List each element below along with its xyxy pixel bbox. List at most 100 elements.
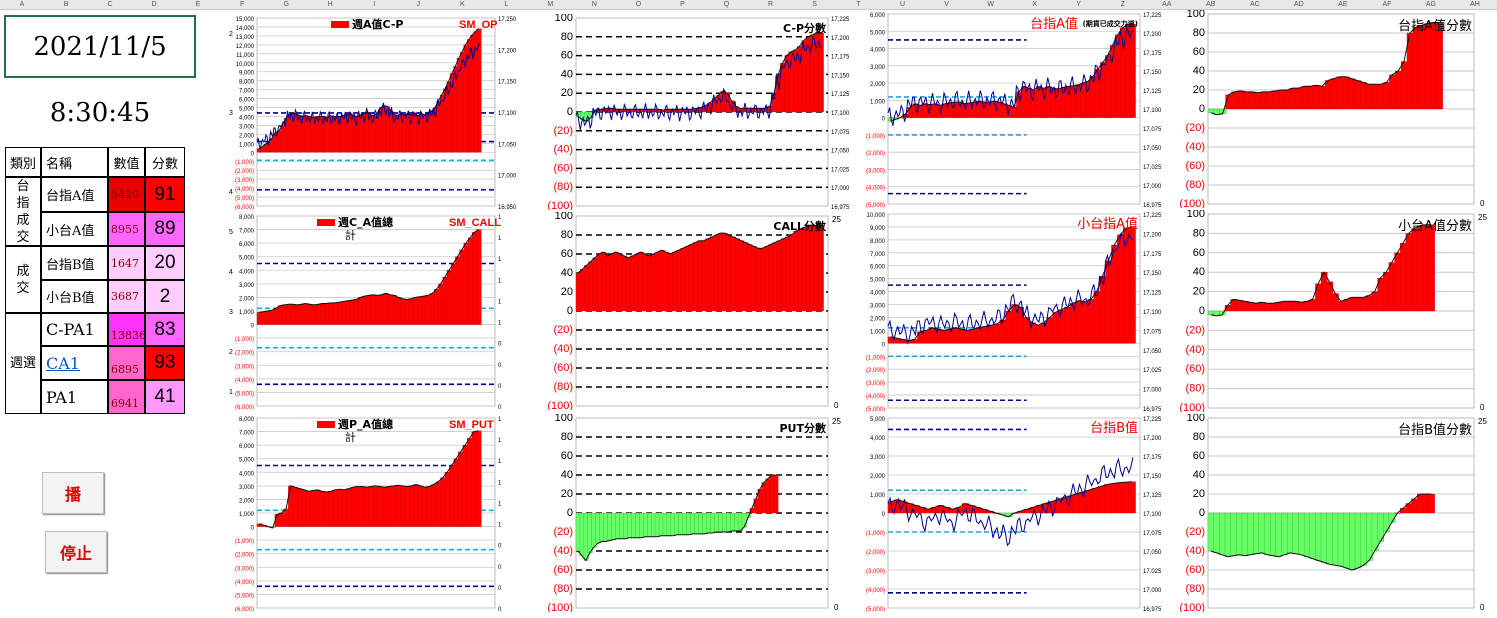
column-header-w[interactable]: W — [987, 1, 994, 8]
area-bar — [301, 489, 307, 527]
y-tick-label: 8,000 — [239, 215, 255, 221]
column-header-j[interactable]: J — [416, 1, 421, 8]
column-header-o[interactable]: O — [635, 1, 642, 8]
row-name-label[interactable]: CA1 — [46, 353, 80, 373]
chart-tx-a-score[interactable]: 100 80 60 40 20 0 (20) (40) (60) (80) (100) 0 台指A值分數 — [1176, 10, 1492, 208]
column-header-x[interactable]: X — [1032, 1, 1038, 8]
area-bar — [1292, 512, 1300, 554]
column-header-z[interactable]: Z — [1120, 1, 1125, 8]
column-header-g[interactable]: G — [283, 1, 289, 8]
y-tick-label: 2,000 — [239, 498, 255, 504]
y2-tick-label: 1 — [498, 278, 502, 284]
y-tick-label: 100 — [1187, 414, 1205, 424]
y2-tick-label: 1 — [498, 501, 502, 507]
column-header-i[interactable]: I — [373, 1, 376, 8]
column-header-s[interactable]: S — [812, 1, 817, 8]
area-bar — [966, 102, 973, 118]
y2-tick-label: 17,150 — [1143, 70, 1162, 76]
area-bar — [1248, 91, 1256, 110]
row-name-4: C-PA1 — [41, 313, 108, 346]
area-bar — [435, 481, 442, 527]
chart-put-weekly-a[interactable]: 8,000 7,000 6,000 5,000 4,000 3,000 2,000 1,000… — [227, 414, 545, 612]
column-header-f[interactable]: F — [240, 1, 245, 8]
column-header-v[interactable]: V — [944, 1, 949, 8]
column-header-a[interactable]: A — [19, 1, 25, 8]
column-header-ad[interactable]: AD — [1293, 1, 1304, 8]
column-header-r[interactable]: R — [767, 1, 774, 8]
y-tick-label: 9,000 — [239, 71, 255, 77]
column-header-b[interactable]: B — [63, 1, 69, 8]
y-tick-label: 60 — [561, 50, 573, 62]
column-header-aa[interactable]: AA — [1162, 1, 1172, 8]
column-header-d[interactable]: D — [151, 1, 157, 8]
column-header-c[interactable]: C — [107, 1, 113, 8]
y-tick-label: (3,000) — [866, 168, 885, 174]
chart-cp-score[interactable]: 100 80 60 40 20 0 (20) (40) (60) (80) (100) 17,225 1… — [544, 14, 860, 210]
y-tick-label: (2,000) — [866, 151, 885, 157]
y-tick-label: 13,000 — [236, 35, 255, 41]
area-bar — [1366, 512, 1373, 561]
column-header-ae[interactable]: AE — [1338, 1, 1348, 8]
chart-call-score[interactable]: 100 80 60 40 20 0 (20) (40) (60) (80) (100) 25 0 CALL… — [544, 212, 860, 410]
y-tick-label: 40 — [1193, 266, 1205, 278]
area-bar — [1343, 299, 1351, 312]
area-bar — [1360, 297, 1368, 312]
area-bar — [1111, 244, 1119, 344]
area-outline — [259, 430, 479, 529]
y2-tick-label: 0 — [498, 342, 502, 348]
column-header-ac[interactable]: AC — [1249, 1, 1260, 8]
area-bar — [1253, 512, 1260, 554]
area-outline — [1210, 224, 1432, 317]
column-header-ab[interactable]: AB — [1206, 1, 1216, 8]
chart-title: 週P_A值總 — [338, 417, 393, 431]
chart-tx-a-value[interactable]: 6,000 5,000 4,000 3,000 2,000 1,000 0 (1,000) (2… — [860, 10, 1176, 208]
y2-tick-label: 1 — [498, 299, 502, 305]
column-header-ah[interactable]: AH — [1470, 1, 1480, 8]
y-tick-label: 4,000 — [870, 291, 886, 297]
stop-button[interactable]: 停止 — [45, 531, 107, 573]
column-header-l[interactable]: L — [504, 1, 509, 8]
column-header-u[interactable]: U — [900, 1, 906, 8]
chart-cp-weekly-a[interactable]: 15,000 14,000 13,000 12,000 11,000 10,000 9,00… — [227, 14, 545, 210]
column-header-e[interactable]: E — [195, 1, 201, 8]
chart-tx-b-value[interactable]: 5,000 4,000 3,000 2,000 1,000 0 (1,000) (2,000)… — [860, 414, 1176, 612]
column-header-q[interactable]: Q — [723, 1, 730, 8]
chart-mtx-a-score[interactable]: 100 80 60 40 20 0 (20) (40) (60) (80) (100) 25 0 小台A值… — [1176, 210, 1492, 412]
area-bar — [310, 490, 316, 527]
column-header-t[interactable]: T — [856, 1, 861, 8]
column-header-y[interactable]: Y — [1076, 1, 1082, 8]
column-header-k[interactable]: K — [459, 1, 465, 8]
chart-put-score[interactable]: 100 80 60 40 20 0 (20) (40) (60) (80) (100) 25 0 PUT分… — [544, 414, 860, 612]
y2-tick-label: 17,000 — [1143, 588, 1162, 594]
column-header-m[interactable]: M — [547, 1, 554, 8]
chart-tx-b-score[interactable]: 100 80 60 40 20 0 (20) (40) (60) (80) (100) 25 0 台指B值… — [1176, 414, 1492, 612]
header-name: 名稱 — [41, 147, 108, 177]
area-bar — [1034, 325, 1042, 344]
y-tick-label: (3,000) — [235, 178, 254, 184]
chart-title: 小台A值分數 — [1398, 218, 1472, 234]
y-tick-label: (5,000) — [235, 196, 254, 202]
chart-mtx-a-value[interactable]: 10,000 9,000 8,000 7,000 6,000 5,000 4,000 3,00… — [860, 210, 1176, 412]
column-header-p[interactable]: P — [680, 1, 685, 8]
column-header-af[interactable]: AF — [1382, 1, 1392, 8]
column-header-ag[interactable]: AG — [1425, 1, 1436, 8]
area-bar — [1115, 34, 1121, 118]
row-name-0: 台指A值 — [41, 177, 108, 212]
y2-tick-label: 17,075 — [831, 130, 850, 136]
column-header-h[interactable]: H — [327, 1, 333, 8]
chart-call-weekly-a[interactable]: 8,000 7,000 6,000 5,000 4,000 3,000 2,000 1,000… — [227, 212, 545, 410]
row-value-3: 3687 — [108, 280, 145, 313]
y-tick-label: 100 — [1187, 10, 1205, 20]
area-bar — [1253, 303, 1260, 312]
y-tick-label: 6,000 — [239, 98, 255, 104]
y-tick-label: (20) — [1185, 122, 1205, 134]
row-name-5[interactable]: CA1 — [41, 346, 108, 380]
area-bar — [1324, 80, 1332, 110]
y2-tick-label: 0 — [498, 607, 502, 612]
y-tick-label: (3,000) — [866, 569, 885, 575]
play-button[interactable]: 播 — [42, 472, 104, 514]
legend-swatch — [317, 421, 335, 428]
column-header-n[interactable]: N — [591, 1, 597, 8]
date-cell[interactable]: 2021/11/5 — [4, 15, 196, 78]
area-bar — [1070, 85, 1077, 118]
